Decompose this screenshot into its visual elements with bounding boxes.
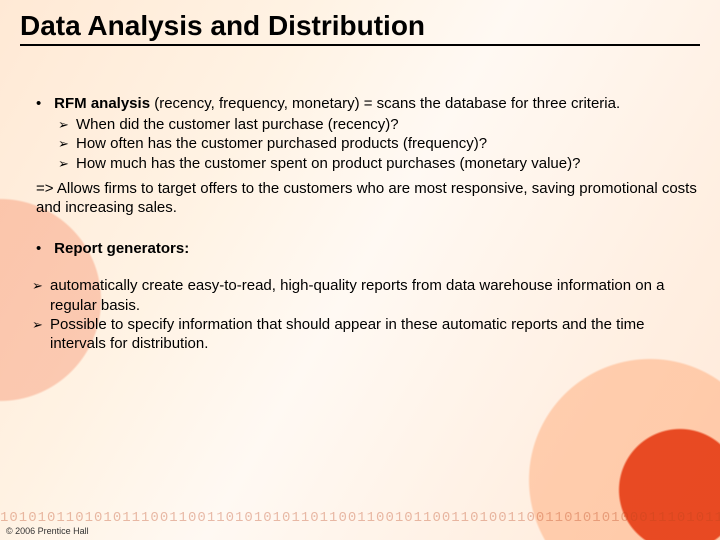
- report-gen-item: Possible to specify information that sho…: [50, 315, 700, 353]
- rfm-desc: (recency, frequency, monetary) = scans t…: [150, 95, 620, 112]
- rfm-criterion: How often has the customer purchased pro…: [76, 134, 700, 153]
- copyright-footer: © 2006 Prentice Hall: [6, 526, 89, 536]
- slide-content: Data Analysis and Distribution RFM analy…: [0, 0, 720, 540]
- main-list: RFM analysis (recency, frequency, moneta…: [20, 94, 700, 258]
- report-gen-item: automatically create easy-to-read, high-…: [50, 276, 700, 314]
- report-gen-section: Report generators:: [50, 239, 700, 258]
- rfm-criterion: When did the customer last purchase (rec…: [76, 115, 700, 134]
- slide-title: Data Analysis and Distribution: [20, 10, 700, 46]
- rfm-section: RFM analysis (recency, frequency, moneta…: [50, 94, 700, 217]
- rfm-conclusion: => Allows firms to target offers to the …: [36, 179, 700, 217]
- rfm-criterion: How much has the customer spent on produ…: [76, 154, 700, 173]
- rfm-heading: RFM analysis: [54, 95, 150, 112]
- rfm-criteria-list: When did the customer last purchase (rec…: [50, 115, 700, 173]
- report-gen-heading: Report generators:: [54, 240, 189, 257]
- body-content: RFM analysis (recency, frequency, moneta…: [20, 94, 700, 353]
- report-gen-list: automatically create easy-to-read, high-…: [20, 276, 700, 353]
